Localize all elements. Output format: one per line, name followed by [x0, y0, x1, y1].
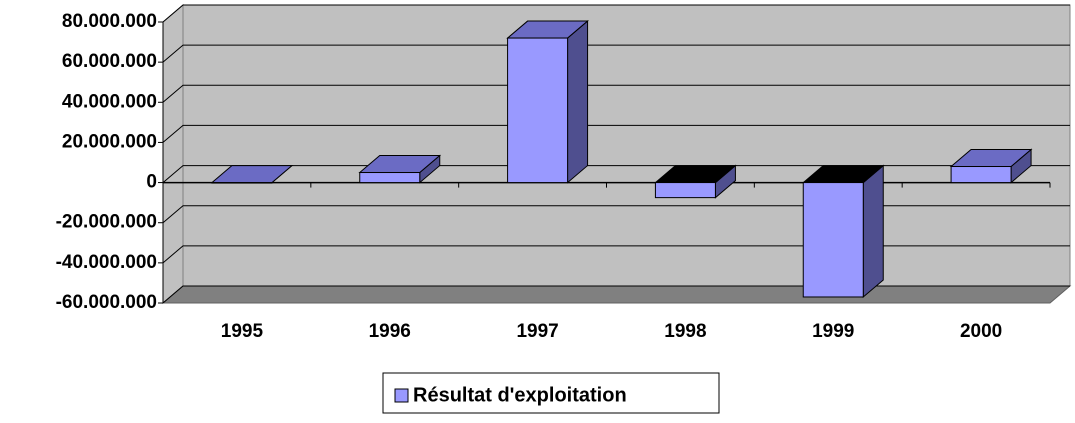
grid-line: [162, 84, 1070, 103]
x-tick-label: 1997: [516, 321, 558, 342]
x-tick-label: 1999: [812, 321, 854, 342]
legend-swatch: [394, 388, 409, 403]
y-tick-label: 60.000.000: [62, 51, 157, 72]
bar: [802, 182, 864, 298]
back-wall: [182, 4, 1071, 287]
bar-side: [567, 19, 589, 184]
side-wall: [162, 3, 184, 305]
grid-line: [162, 205, 1070, 224]
y-tick-label: 20.000.000: [62, 131, 157, 152]
grid-line: [162, 44, 1070, 63]
legend-box: [382, 372, 720, 414]
bar-side: [862, 164, 884, 299]
y-tick-label: 0: [146, 172, 157, 193]
y-tick-label: -60.000.000: [56, 292, 157, 313]
grid-line: [162, 285, 1070, 304]
bar: [654, 182, 716, 199]
bar: [359, 172, 421, 184]
y-tick-label: -20.000.000: [56, 212, 157, 233]
y-tick-label: 80.000.000: [62, 11, 157, 32]
bar: [507, 37, 569, 184]
x-tick-label: 2000: [960, 321, 1002, 342]
bar: [950, 166, 1012, 184]
grid-line: [162, 245, 1070, 264]
y-tick-label: 40.000.000: [62, 91, 157, 112]
x-tick-label: 1995: [221, 321, 264, 342]
grid-line: [162, 165, 1070, 183]
bar: [211, 182, 273, 184]
legend-label: Résultat d'exploitation: [413, 384, 627, 406]
floor: [161, 285, 1072, 304]
grid-line: [162, 124, 1070, 143]
x-tick-label: 1996: [369, 321, 411, 342]
y-tick-label: -40.000.000: [56, 252, 157, 273]
grid-line: [162, 4, 1070, 23]
x-tick-label: 1998: [664, 321, 706, 342]
